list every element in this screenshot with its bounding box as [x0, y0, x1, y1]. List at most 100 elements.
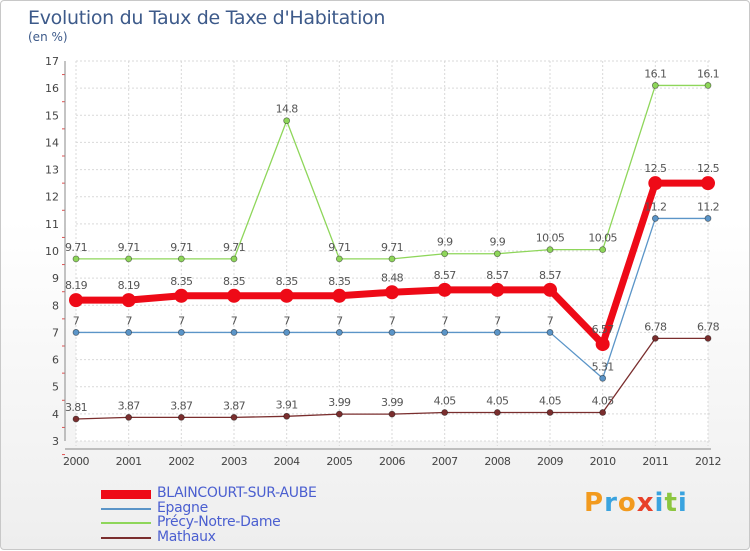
data-label: 8.35: [328, 275, 351, 288]
data-label: 9.71: [223, 241, 245, 254]
data-label: 7: [73, 314, 80, 327]
legend-label: Epagne: [157, 499, 208, 516]
data-point: [546, 409, 554, 416]
data-label: 7: [283, 314, 290, 327]
data-label: 7: [125, 314, 132, 327]
data-point: [388, 255, 396, 263]
data-point: [701, 176, 715, 191]
x-tick-label: 2009: [537, 455, 563, 468]
data-point: [385, 285, 399, 300]
x-tick-label: 2011: [642, 455, 668, 468]
data-label: 9.71: [170, 241, 192, 254]
data-label: 6.78: [697, 320, 720, 333]
data-label: 7: [336, 314, 343, 327]
data-point: [177, 255, 185, 263]
y-tick-label: 6: [52, 354, 59, 367]
data-label: 16.1: [644, 67, 666, 80]
data-label: 7: [547, 314, 554, 327]
data-label: 11.2: [644, 200, 666, 213]
logo-letter: t: [664, 488, 678, 518]
data-point: [704, 215, 712, 222]
x-tick-label: 2004: [274, 455, 300, 468]
chart-title: Evolution du Taux de Taxe d'Habitation: [28, 7, 386, 29]
data-label: 16.1: [697, 67, 719, 80]
data-label: 10.05: [588, 232, 617, 245]
data-point: [125, 329, 133, 336]
data-label: 4.05: [592, 395, 615, 408]
data-point: [283, 412, 291, 420]
data-label: 9.9: [437, 236, 453, 249]
data-label: 8.57: [434, 269, 457, 282]
data-point: [441, 250, 449, 258]
data-label: 8.35: [223, 275, 246, 288]
data-point: [125, 255, 133, 263]
y-tick-label: 12: [45, 191, 59, 204]
x-tick-label: 2012: [695, 455, 721, 468]
y-tick-label: 4: [52, 408, 59, 421]
data-point: [388, 329, 396, 336]
x-tick-label: 2005: [326, 455, 352, 468]
logo-letter: x: [636, 488, 655, 518]
data-label: 8.48: [381, 271, 404, 284]
data-label: 4.05: [486, 395, 509, 408]
data-point: [704, 334, 712, 342]
data-label: 4.05: [434, 395, 457, 408]
x-tick-label: 2003: [221, 455, 247, 468]
y-tick-label: 9: [52, 272, 59, 285]
data-label: 3.87: [118, 399, 141, 412]
data-label: 7: [389, 314, 396, 327]
y-tick-label: 10: [45, 245, 59, 258]
data-point: [174, 288, 189, 303]
data-point: [72, 415, 80, 423]
x-tick-label: 2006: [379, 455, 405, 468]
data-point: [546, 329, 554, 336]
y-tick-label: 13: [45, 164, 59, 177]
logo-letter: P: [584, 488, 605, 518]
data-point: [388, 410, 396, 418]
data-label: 9.71: [328, 241, 350, 254]
data-point: [121, 293, 136, 308]
data-label: 11.2: [697, 200, 719, 213]
y-tick-label: 5: [52, 381, 59, 394]
data-label: 9.71: [65, 241, 87, 254]
data-label: 5.31: [592, 360, 614, 373]
data-point: [546, 246, 554, 254]
legend-label: Mathaux: [157, 528, 216, 545]
data-point: [493, 329, 501, 336]
data-label: 9.71: [381, 241, 403, 254]
data-point: [595, 337, 610, 352]
data-point: [69, 293, 83, 308]
data-point: [230, 329, 238, 336]
y-tick-label: 16: [45, 82, 59, 95]
data-label: 8.35: [170, 275, 193, 288]
data-label: 9.71: [118, 241, 140, 254]
y-tick-label: 7: [52, 326, 59, 339]
logo-letter: i: [677, 488, 688, 518]
logo-letter: o: [617, 488, 637, 518]
data-point: [335, 255, 343, 263]
data-point: [283, 329, 291, 336]
data-label: 7: [231, 314, 238, 327]
data-point: [335, 329, 343, 336]
data-label: 9.9: [489, 236, 505, 249]
data-point: [279, 288, 294, 303]
x-tick-label: 2001: [116, 455, 142, 468]
x-tick-label: 2010: [590, 455, 616, 468]
data-point: [651, 82, 659, 89]
unit-label: (en %): [28, 30, 68, 44]
data-point: [230, 413, 238, 421]
legend-label: BLAINCOURT-SUR-AUBE: [157, 485, 317, 501]
data-point: [493, 409, 501, 416]
legend-swatch: [101, 490, 151, 500]
legend-swatch: [101, 522, 151, 525]
data-point: [648, 176, 663, 191]
y-tick-label: 17: [45, 55, 59, 68]
data-point: [177, 329, 185, 336]
data-label: 7: [178, 314, 185, 327]
data-point: [437, 282, 452, 297]
data-point: [441, 329, 449, 336]
data-label: 7: [494, 314, 501, 327]
legend-swatch: [101, 507, 151, 510]
logo-letter: r: [604, 488, 618, 518]
data-label: 12.5: [697, 162, 720, 175]
